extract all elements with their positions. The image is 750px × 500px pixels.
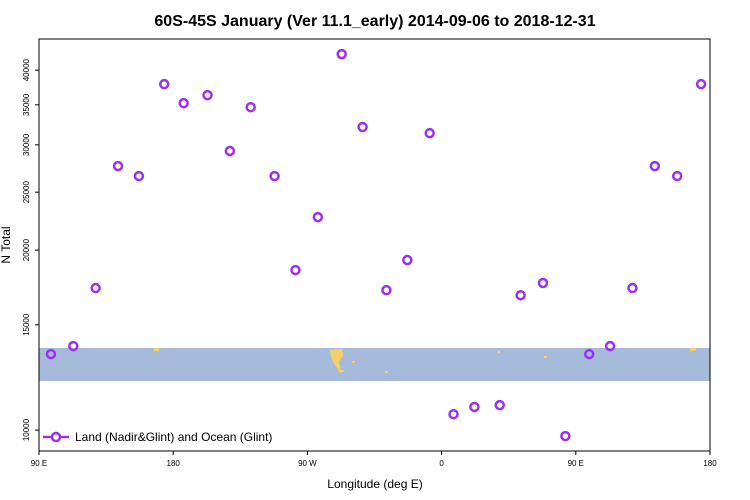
point [560,430,571,442]
x-tick-label: 180 [167,459,181,468]
y-tick-label: 20000 [22,238,31,261]
point [336,48,347,60]
point [649,160,661,172]
point [448,408,459,420]
point [45,348,57,360]
x-tick-label: 90 E [31,459,47,468]
plot-frame [38,38,711,452]
point [494,399,506,411]
y-tick-label: 35000 [22,93,31,116]
point [133,170,145,182]
point [112,160,124,172]
point [583,348,595,360]
y-tick-label: 30000 [22,133,31,156]
point [290,264,301,276]
point [224,145,236,157]
point [245,101,256,113]
land [337,368,345,373]
x-axis-label: Longitude (deg E) [327,477,422,491]
point [381,284,392,296]
point [159,78,170,90]
point [202,89,213,101]
point [604,340,616,352]
x-tick-label: 90 E [568,459,584,468]
point [537,277,549,289]
point [424,127,435,139]
legend-label: Land (Nadir&Glint) and Ocean (Glint) [75,430,272,444]
point [312,211,324,223]
point [357,121,368,133]
point [90,282,101,294]
x-tick-label: 90 W [298,459,317,468]
land [330,349,343,369]
y-tick-label: 25000 [22,181,31,204]
chart-title: 60S-45S January (Ver 11.1_early) 2014-09… [154,13,595,30]
x-tick-label: 180 [703,459,717,468]
point [178,97,189,109]
x-tick-label: 0 [439,459,444,468]
y-tick-label: 15000 [22,313,31,336]
land [544,356,547,358]
point [671,170,683,182]
ocean-band [39,348,710,381]
land [385,371,388,373]
point [627,282,638,294]
land [690,348,696,351]
point [515,289,526,301]
land [352,361,355,363]
point [68,340,79,352]
point [269,170,280,182]
point [402,254,413,266]
land [154,348,159,351]
y-tick-label: 10000 [22,418,31,441]
map-band [39,348,710,381]
legend-marker [50,431,62,443]
land [498,351,500,353]
y-tick-label: 40000 [22,58,31,81]
point [695,78,707,90]
y-axis-label: N Total [0,226,13,263]
point [469,401,480,413]
